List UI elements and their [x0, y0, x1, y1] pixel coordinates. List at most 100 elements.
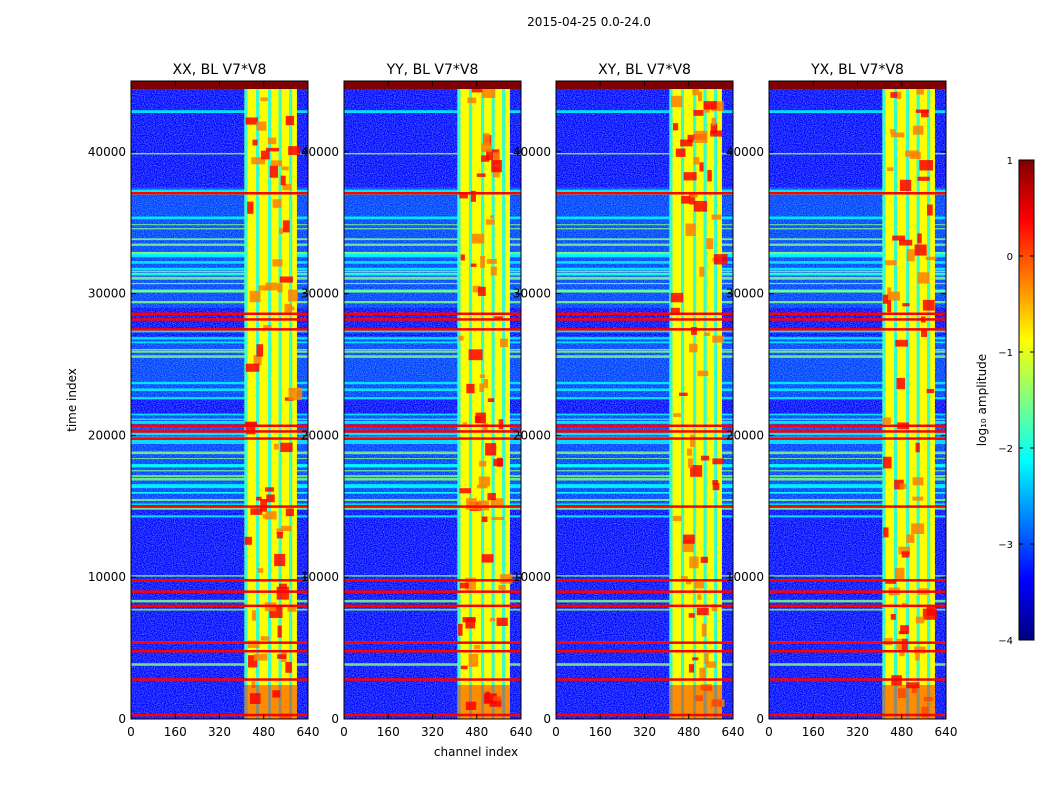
rfi-bright-row: [344, 678, 521, 681]
rfi-bright-row: [556, 424, 733, 428]
x-tick-label: 640: [722, 725, 745, 739]
rfi-row: [769, 189, 946, 193]
rfi-row: [131, 216, 308, 220]
rfi-row: [556, 243, 733, 246]
rfi-row: [131, 224, 308, 226]
rfi-row: [131, 270, 308, 273]
rfi-bright-row: [556, 649, 733, 653]
rfi-bright-row: [556, 590, 733, 593]
rfi-row: [131, 575, 308, 577]
rfi-row: [769, 663, 946, 666]
rfi-row: [131, 152, 308, 155]
rfi-row: [344, 355, 521, 358]
rfi-row: [556, 290, 733, 293]
rfi-row: [131, 337, 308, 340]
rfi-row: [344, 254, 521, 258]
colorbar-ticks: 1 0 −1 −2 −3 −4: [998, 156, 1034, 647]
rfi-row: [344, 189, 521, 193]
rfi-row: [344, 397, 521, 400]
rfi-bright-row: [556, 192, 733, 195]
rfi-row: [131, 440, 308, 443]
x-tick-label: 320: [633, 725, 656, 739]
rfi-bright-row: [769, 604, 946, 608]
rfi-row: [344, 267, 521, 271]
rfi-row: [131, 663, 308, 666]
rfi-row: [344, 464, 521, 468]
rfi-bright-row: [344, 430, 521, 433]
rfi-row: [344, 599, 521, 603]
rfi-row: [344, 349, 521, 351]
rfi-row: [769, 274, 946, 276]
rfi-row: [344, 238, 521, 241]
y-tick-label: 40000: [88, 145, 126, 159]
rfi-row: [344, 381, 521, 385]
rfi-row: [131, 253, 308, 256]
y-tick-label: 0: [118, 712, 126, 726]
rfi-row: [131, 442, 308, 445]
rfi-row: [131, 349, 308, 351]
rfi-row: [769, 254, 946, 258]
rfi-row: [131, 491, 308, 494]
colorbar-tick-label: −1: [998, 348, 1013, 359]
rfi-row: [769, 470, 946, 472]
rfi-row: [769, 599, 946, 603]
x-tick-label: 160: [589, 725, 612, 739]
rfi-row: [556, 498, 733, 501]
rfi-row: [556, 350, 733, 353]
rfi-row: [131, 388, 308, 392]
rfi-row: [769, 418, 946, 421]
rfi-bright-row: [556, 318, 733, 321]
rfi-row: [769, 272, 946, 275]
y-tick-label: 20000: [301, 428, 339, 442]
x-tick-label: 640: [510, 725, 533, 739]
rfi-row: [556, 575, 733, 577]
rfi-row: [344, 290, 521, 293]
rfi-row: [769, 337, 946, 340]
rfi-row: [556, 397, 733, 400]
rfi-row: [131, 274, 308, 276]
rfi-row: [344, 477, 521, 481]
panel-1: XX, BL V7*V8 0 160 320 480 640 0 10000 20000 3000…: [88, 62, 320, 739]
rfi-row: [769, 243, 946, 246]
rfi-row: [556, 276, 733, 280]
rfi-bright-row: [556, 430, 733, 433]
panel-title: YY, BL V7*V8: [386, 62, 479, 78]
x-tick-label: 480: [465, 725, 488, 739]
rfi-row: [769, 330, 946, 333]
rfi-bright-row: [131, 318, 308, 321]
x-tick-label: 480: [890, 725, 913, 739]
panel-title: XY, BL V7*V8: [598, 62, 691, 78]
rfi-bright-row: [769, 192, 946, 195]
rfi-row: [769, 350, 946, 353]
rfi-bright-row: [769, 424, 946, 428]
rfi-row: [769, 349, 946, 351]
rfi-bright-row: [131, 604, 308, 608]
rfi-row: [344, 503, 521, 505]
rfi-row: [131, 507, 308, 510]
x-tick-label: 320: [846, 725, 869, 739]
x-tick-label: 0: [765, 725, 773, 739]
panel-2: YY, BL V7*V8 0 160 320 480 640 0 10000 20000 3000…: [301, 62, 533, 739]
colorbar-label: log₁₀ amplitude: [975, 354, 989, 446]
rfi-row: [769, 413, 946, 416]
rfi-row: [131, 267, 308, 271]
rfi-row: [344, 575, 521, 577]
rfi-row: [556, 440, 733, 443]
rfi-row: [769, 432, 946, 436]
rfi-row: [769, 228, 946, 230]
rfi-row: [344, 498, 521, 501]
panel-3: XY, BL V7*V8 0 160 320 480 640 0 10000 20000 3000…: [513, 62, 745, 739]
rfi-bright-row: [769, 590, 946, 593]
y-tick-label: 0: [543, 712, 551, 726]
rfi-row: [556, 663, 733, 666]
rfi-row: [556, 261, 733, 264]
rfi-row: [769, 355, 946, 358]
rfi-row: [556, 282, 733, 285]
rfi-row: [769, 110, 946, 114]
rfi-row: [344, 515, 521, 518]
rfi-bright-row: [131, 192, 308, 195]
x-tick-label: 640: [297, 725, 320, 739]
rfi-row: [556, 337, 733, 340]
rfi-row: [556, 507, 733, 510]
